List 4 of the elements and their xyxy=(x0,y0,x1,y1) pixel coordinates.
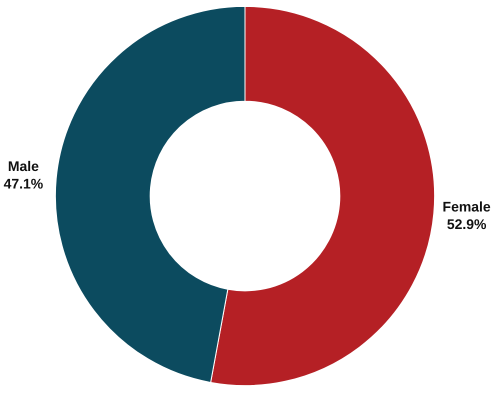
slice-label: Male xyxy=(8,158,40,174)
data-label: 47.1% xyxy=(4,176,44,192)
slice-label: Female xyxy=(442,198,491,214)
data-label: 52.9% xyxy=(446,216,488,232)
